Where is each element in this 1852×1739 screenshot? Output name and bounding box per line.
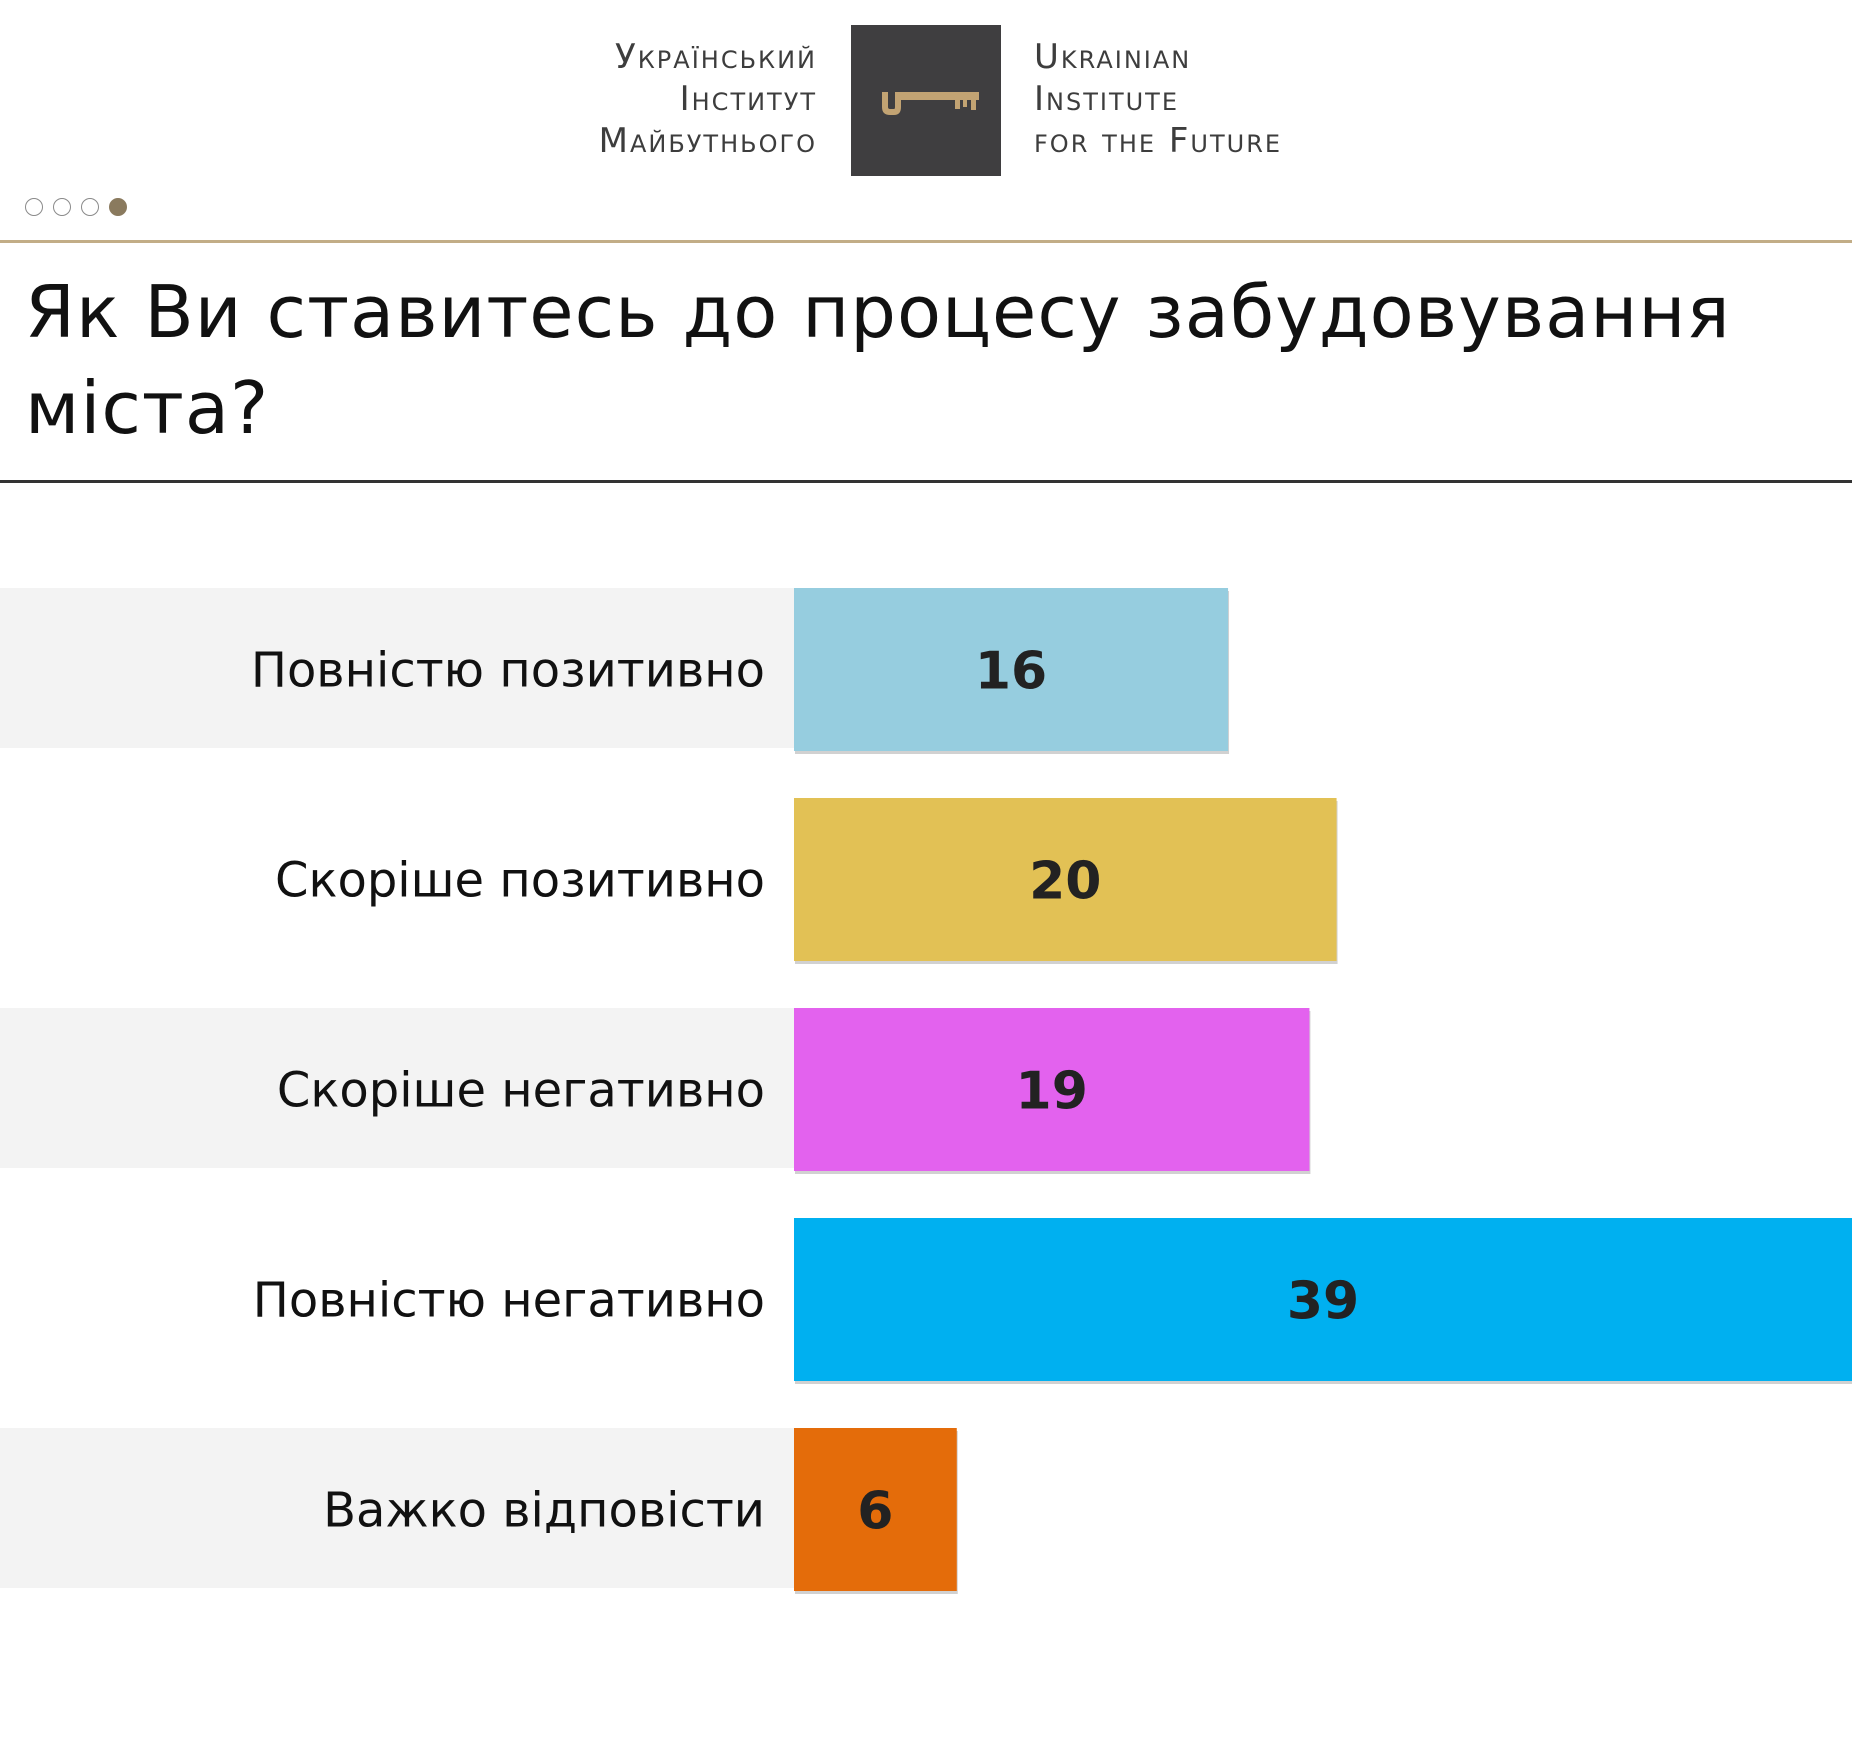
category-label: Скоріше позитивно: [275, 853, 765, 909]
logo-line: Інститут: [679, 79, 817, 119]
value-label: 6: [857, 1482, 893, 1542]
header-divider: [0, 240, 1852, 243]
category-label: Важко відповісти: [323, 1483, 765, 1539]
bar: [794, 588, 1229, 751]
slide-pager: [25, 198, 127, 216]
chart-title: Як Ви ставитесь до процесу забудовування…: [25, 270, 1731, 450]
category-label: Повністю позитивно: [251, 643, 765, 699]
value-label: 19: [1016, 1062, 1088, 1122]
title-divider: [0, 480, 1852, 483]
pager-dot[interactable]: [81, 198, 99, 216]
logo-text-english: Ukrainian Institute for the Future: [1034, 36, 1434, 162]
row-band: [0, 588, 794, 748]
value-label: 20: [1029, 852, 1101, 912]
logo-text-ukrainian: Український Інститут Майбутнього: [417, 36, 817, 162]
pager-dot-active[interactable]: [109, 198, 127, 216]
logo-line: for the Future: [1034, 121, 1283, 161]
value-label: 16: [975, 642, 1047, 702]
category-label: Скоріше негативно: [277, 1063, 765, 1119]
bar: [794, 1008, 1310, 1171]
logo-line: Майбутнього: [598, 121, 817, 161]
value-label: 39: [1287, 1272, 1359, 1332]
row-band: [0, 1008, 794, 1168]
category-label: Повністю негативно: [253, 1273, 765, 1329]
bar: [794, 798, 1337, 961]
logo-mark: [851, 25, 1001, 176]
logo-line: Український: [615, 37, 817, 77]
pager-dot[interactable]: [25, 198, 43, 216]
pager-dot[interactable]: [53, 198, 71, 216]
row-band: [0, 1428, 794, 1588]
bar: [794, 1428, 957, 1591]
logo-line: Institute: [1034, 79, 1180, 119]
logo-line: Ukrainian: [1034, 37, 1192, 77]
bar: [794, 1218, 1852, 1381]
key-icon: [882, 92, 979, 115]
